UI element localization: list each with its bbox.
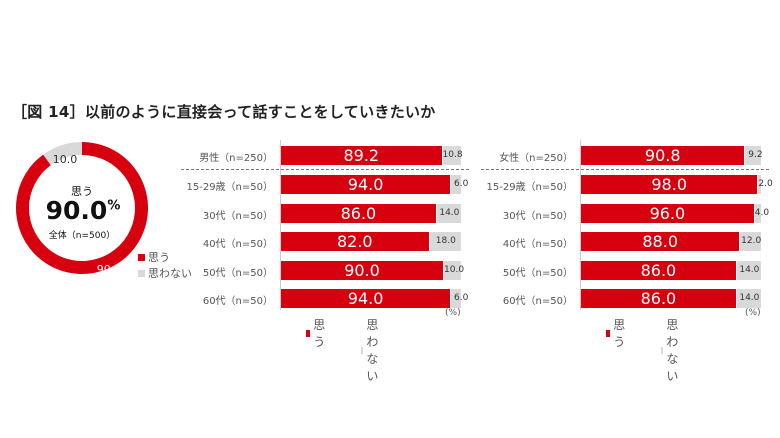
bar-no (758, 174, 761, 194)
axis-line (580, 140, 581, 310)
bar-no-label: 14.0 (739, 264, 760, 275)
bar-no-label: 9.2 (748, 149, 763, 160)
bar-no-label: 6.0 (454, 292, 469, 303)
bar-yes (281, 203, 436, 223)
donut-legend-yes: 思う (138, 249, 170, 265)
legend-no: 思わない (661, 316, 683, 384)
legend-swatch (606, 329, 611, 337)
donut-center-value: 90.0% (38, 196, 128, 225)
axis-line (280, 140, 281, 310)
bar-yes-label: 89.2 (343, 145, 380, 165)
bar-yes-label: 94.0 (347, 174, 384, 194)
legend-swatch (138, 269, 145, 277)
category-label: 15-29歳（n=50） (486, 181, 574, 193)
category-label: 15-29歳（n=50） (186, 181, 274, 193)
bar-no (754, 203, 761, 223)
legend-swatch (361, 346, 364, 354)
legend-yes: 思う (606, 316, 628, 350)
legend-no: 思わない (361, 316, 383, 384)
bar-yes-label: 82.0 (336, 231, 373, 251)
bar-yes-label: 90.0 (344, 260, 380, 280)
center-value-text: 90.0 (45, 196, 108, 225)
bar-no-label: 6.0 (454, 178, 469, 189)
bar-yes (581, 145, 745, 165)
bar-yes (281, 231, 429, 251)
bar-yes (581, 231, 740, 251)
bar-no (442, 145, 461, 165)
bar-yes-label: 90.8 (644, 145, 681, 165)
bar-no-label: 4.0 (754, 207, 770, 218)
bar-yes (281, 260, 443, 280)
legend-text: 思う (613, 318, 626, 349)
bar-no-label: 18.0 (435, 235, 456, 246)
bar-no (451, 174, 461, 194)
bar-no (736, 288, 761, 308)
bar-yes (281, 174, 451, 194)
unit-label: (%) (445, 308, 461, 318)
bar-no-label: 2.0 (758, 178, 773, 189)
divider-dashed (181, 169, 469, 170)
legend-text: 思う (313, 318, 326, 349)
bar-no-label: 12.0 (741, 235, 762, 246)
bar-no (451, 288, 461, 308)
center-unit: % (107, 198, 121, 214)
bar-yes (281, 288, 451, 308)
category-label: 60代（n=50） (202, 295, 273, 307)
donut-center-sub: 全体（n=500） (48, 231, 116, 241)
bar-no (436, 203, 461, 223)
category-label: 50代（n=50） (502, 267, 573, 279)
bar-yes (581, 288, 736, 308)
bar-yes (581, 260, 736, 280)
bar-no (429, 231, 461, 251)
bar-yes-label: 98.0 (651, 174, 687, 194)
legend-text: 思わない (148, 267, 192, 280)
bar-yes-label: 96.0 (649, 203, 686, 223)
legend-text: 思わない (366, 318, 379, 383)
bar-yes-label: 86.0 (640, 260, 677, 280)
category-label: 30代（n=50） (502, 210, 573, 222)
unit-label: (%) (745, 308, 761, 318)
bar-no-label: 10.0 (444, 264, 464, 275)
donut-center-label: 思う (71, 185, 93, 198)
bar-yes-label: 88.0 (642, 231, 678, 251)
bar-yes (581, 203, 754, 223)
bar-no (736, 260, 761, 280)
bar-yes (281, 145, 442, 165)
category-label: 男性（n=250） (199, 152, 273, 164)
bar-yes-label: 86.0 (340, 203, 377, 223)
legend-text: 思う (148, 251, 170, 264)
bar-yes-label: 86.0 (640, 288, 677, 308)
bar-yes-label: 94.0 (347, 288, 384, 308)
donut-chart: 90.0 10.0 (15, 142, 149, 276)
donut-slice-no (43, 142, 82, 166)
bar-no (444, 260, 461, 280)
donut-label-no: 10.0 (53, 153, 78, 166)
category-label: 40代（n=50） (502, 238, 573, 250)
donut-label-yes: 90.0 (97, 263, 122, 276)
legend-swatch (306, 329, 311, 337)
category-label: 30代（n=50） (202, 210, 273, 222)
legend-swatch (661, 346, 664, 354)
figure-title: ［図 14］以前のように直接会って話すことをしていきたいか (12, 103, 436, 121)
category-label: 50代（n=50） (202, 267, 273, 279)
divider-dashed (481, 169, 769, 170)
bar-no (745, 145, 761, 165)
legend-text: 思わない (666, 318, 679, 383)
category-label: 40代（n=50） (202, 238, 273, 250)
category-label: 60代（n=50） (502, 295, 573, 307)
bar-no-label: 14.0 (439, 207, 460, 218)
legend-yes: 思う (306, 316, 328, 350)
bar-no-label: 14.0 (739, 292, 760, 303)
category-label: 女性（n=250） (499, 152, 573, 164)
bar-no-label: 10.8 (442, 149, 463, 160)
bar-no (740, 231, 761, 251)
legend-swatch (138, 253, 145, 261)
bar-yes (581, 174, 758, 194)
donut-legend-no: 思わない (138, 265, 192, 281)
